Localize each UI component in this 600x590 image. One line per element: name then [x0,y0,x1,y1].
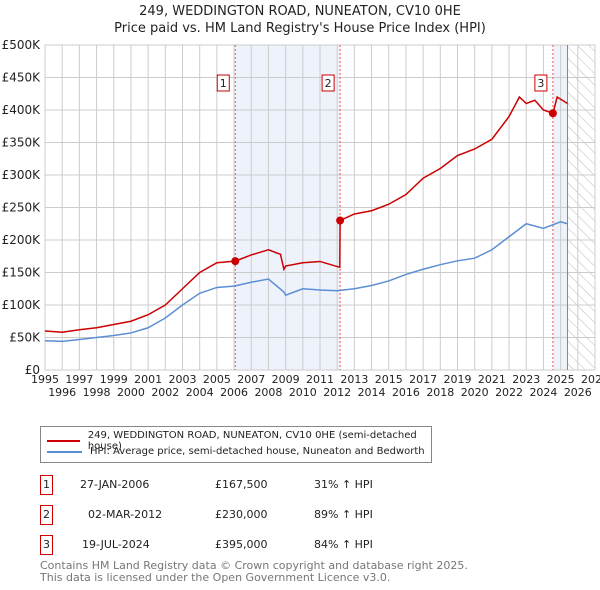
x-tick-label: 2003 [169,373,197,386]
x-tick-label: 2024 [529,386,557,399]
sale-price: £230,000 [215,508,268,521]
sale-hpi: 31% ↑ HPI [314,478,373,491]
sale-label-box [321,74,335,92]
sale-point [548,109,557,118]
x-tick-label: 1995 [31,373,59,386]
x-tick-label: 2004 [186,386,214,399]
x-tick-label: 2016 [392,386,420,399]
sale-row: 2 02-MAR-2012 £230,000 89% ↑ HPI [40,505,440,525]
sale-date: 19-JUL-2024 [82,538,150,551]
x-tick-label: 2017 [409,373,437,386]
y-tick-label: £150K [2,266,42,280]
sale-date: 27-JAN-2006 [80,478,150,491]
x-tick-label: 2000 [117,386,145,399]
y-tick-label: £500K [2,38,42,52]
x-tick-label: 2011 [306,373,334,386]
x-tick-label: 2027 [581,373,600,386]
legend-blue-line [47,450,82,453]
x-tick-label: 2005 [203,373,231,386]
x-tick-label: 2026 [564,386,592,399]
x-tick-label: 2010 [289,386,317,399]
x-tick-label: 2014 [358,386,386,399]
x-tick-label: 2020 [461,386,489,399]
x-tick-label: 2013 [340,373,368,386]
legend-red-line [47,440,80,442]
x-tick-label: 2015 [375,373,403,386]
y-tick-label: £450K [2,71,42,85]
price-chart: 1995199619971998199920002001200220032004… [2,38,600,399]
x-tick-label: 2012 [323,386,351,399]
footer-line: This data is licensed under the Open Gov… [40,571,391,584]
y-tick-label: £400K [2,103,42,117]
footer: Contains HM Land Registry data © Crown c… [40,560,468,584]
sale-marker: 1 [40,475,53,495]
y-tick-label: £300K [2,168,42,182]
sale-label-box [216,74,230,92]
x-tick-label: 2007 [237,373,265,386]
sale-hpi: 84% ↑ HPI [314,538,373,551]
y-tick-label: £200K [2,233,42,247]
sale-label-box [534,74,548,92]
legend: 249, WEDDINGTON ROAD, NUNEATON, CV10 0HE… [40,426,432,463]
sale-row: 3 19-JUL-2024 £395,000 84% ↑ HPI [40,535,440,555]
x-tick-label: 2019 [444,373,472,386]
legend-label-property: 249, WEDDINGTON ROAD, NUNEATON, CV10 0HE… [87,430,417,452]
x-tick-label: 2021 [478,373,506,386]
y-tick-label: £0 [25,363,40,377]
sale-marker: 3 [40,535,53,555]
y-tick-label: £350K [2,136,42,150]
series-line [44,221,568,343]
sale-hpi: 89% ↑ HPI [314,508,373,521]
sale-point [231,257,240,266]
sale-label: 1 [220,77,227,90]
x-tick-label: 2001 [134,373,162,386]
sale-date: 02-MAR-2012 [88,508,163,521]
sale-point [336,216,345,225]
x-tick-label: 2006 [220,386,248,399]
footer-line: Contains HM Land Registry data © Crown c… [40,559,468,572]
y-tick-label: £100K [2,298,42,312]
chart-subtitle: Price paid vs. HM Land Registry's House … [114,21,486,36]
sale-price: £167,500 [215,478,268,491]
sale-marker: 2 [40,505,53,525]
sale-row: 1 27-JAN-2006 £167,500 31% ↑ HPI [40,475,440,495]
x-tick-label: 2023 [512,373,540,386]
x-tick-label: 1998 [83,386,111,399]
legend-label-hpi: HPI: Average price, semi-detached house,… [90,446,425,457]
x-tick-label: 2025 [547,373,575,386]
chart-title: 249, WEDDINGTON ROAD, NUNEATON, CV10 0HE [139,4,461,19]
x-tick-label: 2002 [151,386,179,399]
sale-label: 3 [537,77,544,90]
x-tick-label: 1999 [100,373,128,386]
y-tick-label: £250K [2,201,42,215]
sale-label: 2 [325,77,332,90]
x-tick-label: 1997 [65,373,93,386]
sale-price: £395,000 [215,538,268,551]
x-tick-label: 2008 [254,386,282,399]
x-tick-label: 2018 [426,386,454,399]
x-tick-label: 1996 [48,386,76,399]
series-line [44,95,568,334]
x-tick-label: 2022 [495,386,523,399]
x-tick-label: 2009 [272,373,300,386]
y-tick-label: £50K [9,331,41,345]
